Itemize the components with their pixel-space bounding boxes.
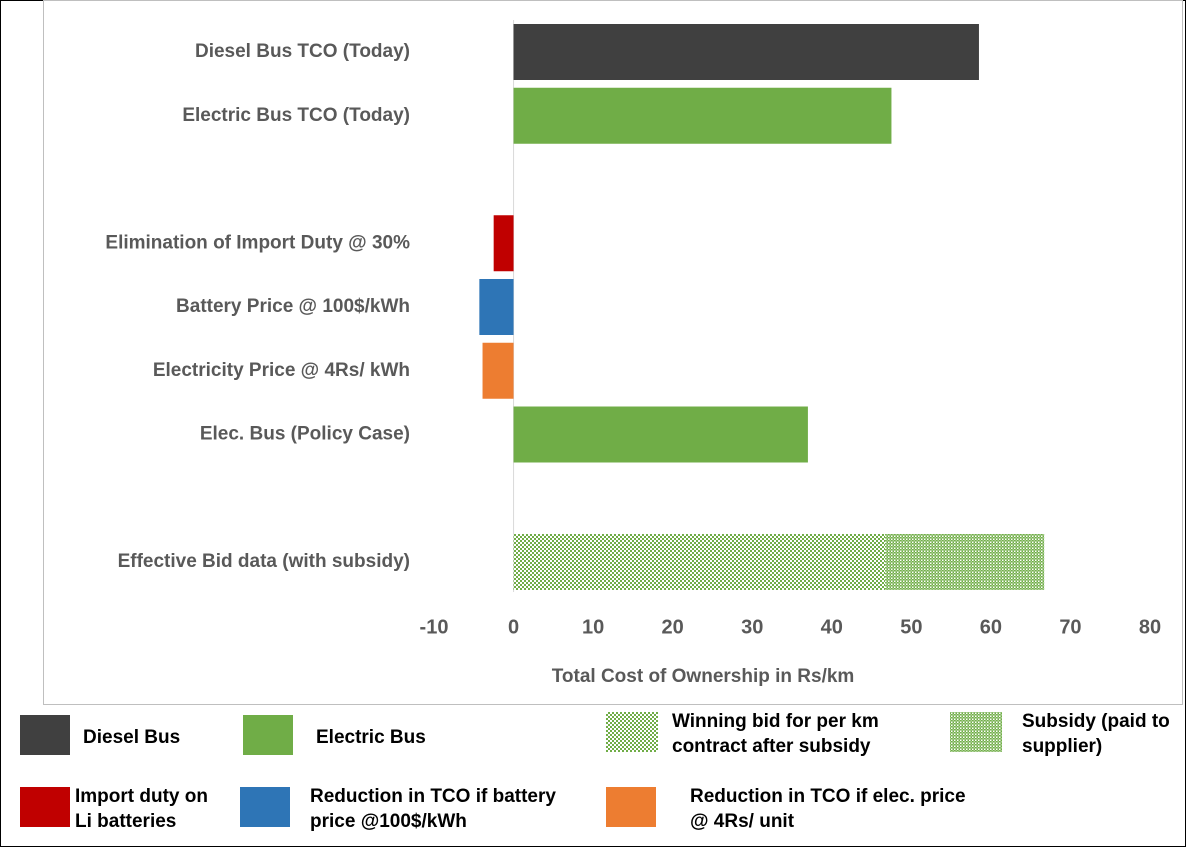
category-label: Battery Price @ 100$/kWh xyxy=(176,296,410,317)
legend-label: Diesel Bus xyxy=(83,726,181,748)
legend-label: Electric Bus xyxy=(316,726,426,748)
legend-label-box: Import duty on Li batteries xyxy=(75,786,208,832)
legend-swatch xyxy=(606,787,656,827)
x-tick-label: 80 xyxy=(1139,616,1161,638)
legend-swatch xyxy=(243,715,293,755)
x-tick-label: 40 xyxy=(821,616,843,638)
legend-label: Import duty on Li batteries xyxy=(75,786,208,832)
category-label: Diesel Bus TCO (Today) xyxy=(195,41,410,62)
plot-frame xyxy=(43,0,1183,705)
legend-swatch xyxy=(20,715,70,755)
bar xyxy=(513,406,808,463)
category-label: Elec. Bus (Policy Case) xyxy=(200,424,410,445)
legend-label: Subsidy (paid to supplier) xyxy=(1022,711,1170,757)
legend-swatch xyxy=(240,787,290,827)
bar xyxy=(513,534,886,590)
x-tick-label: 0 xyxy=(508,616,519,638)
legend-label-box: Diesel Bus xyxy=(83,726,181,748)
x-tick-label: 50 xyxy=(900,616,922,638)
x-tick-label: 10 xyxy=(582,616,604,638)
x-tick-label: 60 xyxy=(980,616,1002,638)
bar xyxy=(885,534,1045,590)
legend-label-box: Winning bid for per km contract after su… xyxy=(672,711,879,757)
x-tick-label: 70 xyxy=(1059,616,1081,638)
x-tick-label: -10 xyxy=(420,616,449,638)
x-tick-label: 20 xyxy=(662,616,684,638)
bar xyxy=(479,279,514,335)
category-label: Electric Bus TCO (Today) xyxy=(182,105,410,126)
legend-label-box: Subsidy (paid to supplier) xyxy=(1022,711,1170,757)
bar xyxy=(513,24,979,80)
x-tick-label: 30 xyxy=(741,616,763,638)
bar xyxy=(513,87,892,144)
x-axis-title: Total Cost of Ownership in Rs/km xyxy=(552,666,855,687)
legend-swatch xyxy=(20,787,70,827)
category-label: Effective Bid data (with subsidy) xyxy=(118,551,410,572)
legend-label: Reduction in TCO if battery price @100$/… xyxy=(310,786,556,832)
category-label: Electricity Price @ 4Rs/ kWh xyxy=(153,360,410,381)
legend-label: Reduction in TCO if elec. price @ 4Rs/ u… xyxy=(690,786,966,832)
legend-label-box: Reduction in TCO if battery price @100$/… xyxy=(310,786,556,832)
bar xyxy=(482,342,514,399)
legend-label-box: Electric Bus xyxy=(316,726,426,748)
legend-swatch xyxy=(950,712,1002,752)
legend-label: Winning bid for per km contract after su… xyxy=(672,711,879,757)
category-label: Elimination of Import Duty @ 30% xyxy=(105,232,410,253)
legend-swatch xyxy=(606,712,658,752)
legend-label-box: Reduction in TCO if elec. price @ 4Rs/ u… xyxy=(690,786,966,832)
bar xyxy=(493,215,514,272)
